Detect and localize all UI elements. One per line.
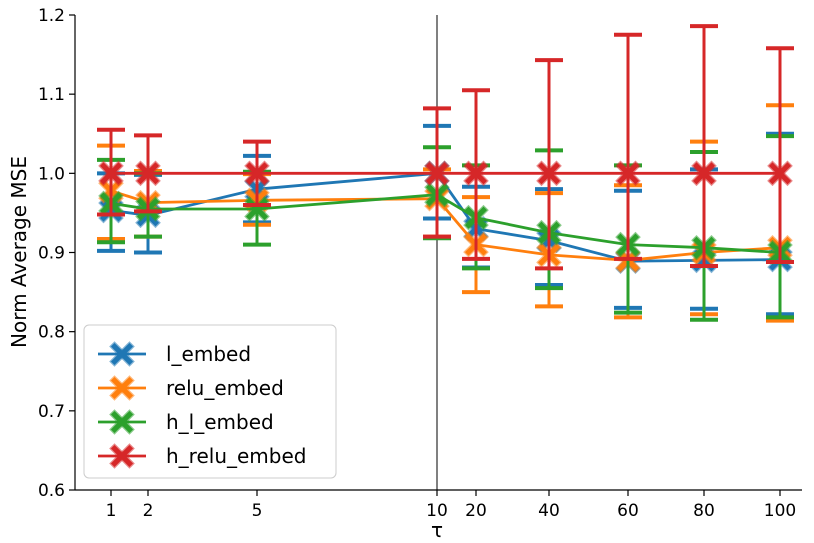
x-tick-label: 40	[538, 501, 560, 521]
x-tick-label: 5	[252, 501, 263, 521]
y-tick-label: 1.0	[38, 164, 65, 184]
data-point	[615, 160, 641, 187]
marker-stroke	[110, 376, 134, 400]
data-point	[767, 160, 793, 187]
data-point	[98, 160, 124, 187]
legend-label: h_relu_embed	[166, 444, 306, 468]
legend-marker	[109, 375, 135, 401]
legend-entry-relu-embed: relu_embed	[98, 375, 284, 401]
legend-label: h_l_embed	[166, 410, 274, 434]
marker-stroke	[692, 162, 716, 185]
data-point	[424, 160, 450, 187]
y-tick-label: 1.2	[38, 6, 65, 26]
marker-stroke	[99, 162, 123, 185]
legend-entry-h-l-embed: h_l_embed	[98, 409, 274, 435]
x-tick-label: 10	[426, 501, 448, 521]
series-relu-embed	[97, 103, 794, 323]
x-tick-label: 2	[143, 501, 154, 521]
y-tick-label: 1.1	[38, 85, 65, 105]
series-l-embed	[97, 123, 794, 317]
marker-stroke	[616, 162, 640, 185]
marker-stroke	[136, 162, 160, 185]
y-axis-label: Norm Average MSE	[7, 156, 31, 348]
data-point	[244, 160, 270, 187]
data-point	[536, 160, 562, 187]
y-tick-label: 0.8	[38, 323, 65, 343]
marker-stroke	[464, 162, 488, 185]
y-tick-label: 0.7	[38, 402, 65, 422]
y-tick-label: 0.9	[38, 244, 65, 264]
data-point	[691, 160, 717, 187]
series-h-relu-embed	[97, 24, 794, 271]
marker-stroke	[110, 410, 134, 434]
marker-stroke	[425, 162, 449, 185]
marker-stroke	[245, 162, 269, 185]
x-axis-label: τ	[431, 518, 443, 542]
data-point	[463, 160, 489, 187]
legend-marker	[109, 341, 135, 367]
y-tick-label: 0.6	[38, 481, 65, 501]
legend-entry-h-relu-embed: h_relu_embed	[98, 443, 306, 469]
legend-label: l_embed	[166, 342, 251, 366]
data-point	[135, 160, 161, 187]
x-tick-label: 80	[693, 501, 715, 521]
tick-marks: 0.6 0.7 0.8 0.9 1.0 1.1 1.2 1 2 5 10 20 40 60 80 100	[38, 6, 796, 521]
legend-box	[83, 324, 337, 479]
x-tick-label: 1	[106, 501, 117, 521]
x-tick-label: 60	[617, 501, 639, 521]
marker-stroke	[537, 162, 561, 185]
legend: l_embed relu_embed h_l_embed h_relu_embed	[83, 324, 337, 479]
x-tick-label: 100	[764, 501, 796, 521]
series-layer	[97, 24, 794, 323]
x-tick-label: 20	[465, 501, 487, 521]
legend-label: relu_embed	[166, 376, 284, 400]
legend-marker	[109, 443, 135, 469]
legend-entry-l-embed: l_embed	[98, 341, 251, 367]
marker-stroke	[110, 342, 134, 366]
legend-marker	[109, 409, 135, 435]
marker-stroke	[768, 162, 792, 185]
marker-stroke	[110, 444, 134, 468]
